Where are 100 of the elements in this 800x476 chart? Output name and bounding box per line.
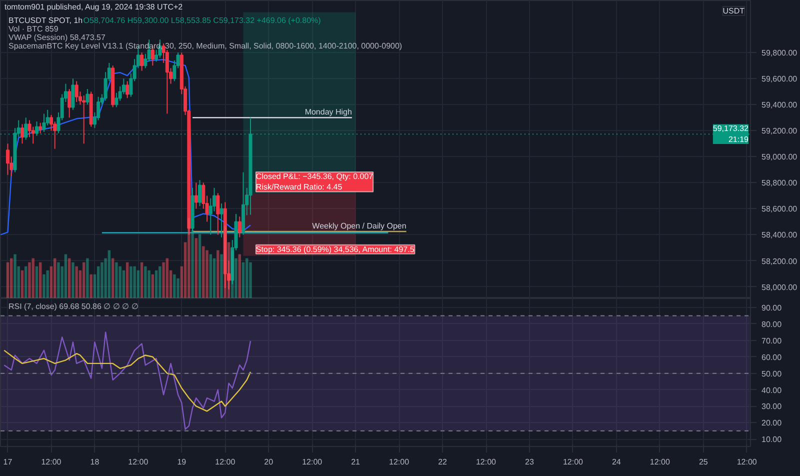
candlestick — [198, 180, 202, 207]
bar — [17, 266, 20, 298]
y-tick-label: 40.00 — [762, 386, 782, 395]
y-axis-title: USDT — [722, 6, 745, 16]
bar — [111, 258, 114, 298]
bar — [57, 262, 60, 298]
bar — [46, 270, 49, 298]
bar — [72, 262, 74, 298]
x-tick-label: 12:00 — [389, 458, 410, 466]
candlestick — [82, 94, 86, 144]
y-tick-label: 58,200.00 — [762, 256, 798, 266]
x-tick-label: 17 — [3, 458, 13, 466]
x-tick-label: 24 — [612, 458, 622, 466]
x-tick-label: 12:00 — [650, 458, 670, 466]
x-tick-label: 22 — [438, 458, 448, 466]
x-tick-label: 19 — [177, 458, 187, 466]
series-label: Weekly Open / Daily Open — [312, 221, 406, 230]
y-tick-label: 58,800.00 — [762, 178, 798, 188]
x-tick-label: 12:00 — [128, 458, 149, 466]
bar — [202, 246, 205, 298]
y-tick-label: 59,600.00 — [762, 74, 798, 84]
bar — [93, 274, 96, 298]
x-tick-label: 12:00 — [562, 458, 584, 466]
bar — [212, 258, 216, 298]
bar — [206, 250, 208, 298]
bar — [198, 234, 202, 298]
bar — [104, 258, 107, 298]
bar — [75, 266, 78, 298]
bar — [115, 262, 118, 298]
y-tick-label: 59,000.00 — [762, 152, 798, 162]
x-tick-label: 12:00 — [41, 458, 62, 466]
x-tick-label: 23 — [525, 458, 534, 466]
bar — [38, 262, 42, 298]
bar — [86, 258, 89, 298]
y-tick-label: 58,400.00 — [762, 230, 798, 240]
bar — [136, 270, 140, 298]
y-tick-label: 20.00 — [762, 418, 782, 428]
candlestick — [68, 88, 72, 118]
bar — [122, 270, 126, 298]
candlestick — [86, 88, 90, 106]
bar — [108, 250, 111, 298]
bar — [133, 266, 136, 298]
bar — [35, 266, 38, 298]
annotation: Stop: 345.36 (0.59%) 34,536, Amount: 497.5 — [256, 244, 415, 254]
x-tick-label: 25 — [698, 458, 708, 466]
series-label: Monday High — [304, 108, 352, 117]
candlestick — [216, 192, 220, 236]
bar — [126, 262, 129, 298]
x-tick-label: 12:00 — [476, 458, 497, 466]
bar — [90, 274, 92, 298]
x-tick-label: 20 — [264, 458, 274, 466]
y-tick-label: 58,600.00 — [762, 204, 798, 214]
candlestick — [238, 216, 242, 238]
bar — [220, 254, 223, 298]
bar — [242, 262, 245, 298]
x-tick-label: 12:00 — [215, 458, 236, 466]
candlestick — [140, 52, 144, 72]
bar — [82, 262, 86, 298]
bar — [169, 270, 172, 298]
bar — [140, 262, 144, 298]
bar — [180, 266, 184, 298]
bar — [118, 266, 122, 298]
y-tick-label: 58,000.00 — [762, 282, 798, 292]
bar — [78, 270, 82, 298]
bar — [53, 258, 56, 298]
y-tick-label: 70.00 — [762, 336, 782, 346]
chart-subtitle: tomtom901 published, Aug 19, 2024 19:38 UTC+2 — [4, 2, 184, 12]
bar — [24, 266, 28, 298]
y-tick-label: 80.00 — [762, 320, 782, 329]
bar — [20, 270, 24, 298]
y-tick-label: 10.00 — [762, 435, 782, 444]
y-tick-label: 60.00 — [762, 352, 782, 362]
bar — [50, 266, 53, 298]
bar — [173, 274, 176, 298]
candlestick — [71, 78, 75, 110]
bar — [216, 250, 220, 298]
bar — [249, 262, 252, 298]
bar — [28, 262, 31, 298]
candlestick — [38, 122, 42, 134]
bar — [246, 258, 248, 298]
bar — [158, 266, 162, 298]
candlestick — [126, 80, 130, 99]
bar — [32, 258, 34, 298]
bar — [166, 258, 169, 298]
x-tick-label: 18 — [90, 458, 100, 466]
candlestick — [194, 182, 198, 210]
bar — [6, 262, 10, 298]
bar — [162, 262, 165, 298]
candlestick — [6, 143, 10, 176]
bar — [130, 266, 132, 298]
bar — [194, 238, 198, 298]
x-tick-label: 21 — [351, 458, 361, 466]
bar — [64, 254, 68, 298]
bar — [144, 266, 147, 298]
y-tick-label: 30.00 — [762, 402, 782, 412]
bar — [238, 254, 241, 298]
bar — [148, 270, 150, 298]
bar — [184, 242, 187, 298]
y-tick-label: 50.00 — [762, 369, 782, 378]
candlestick — [74, 80, 78, 102]
